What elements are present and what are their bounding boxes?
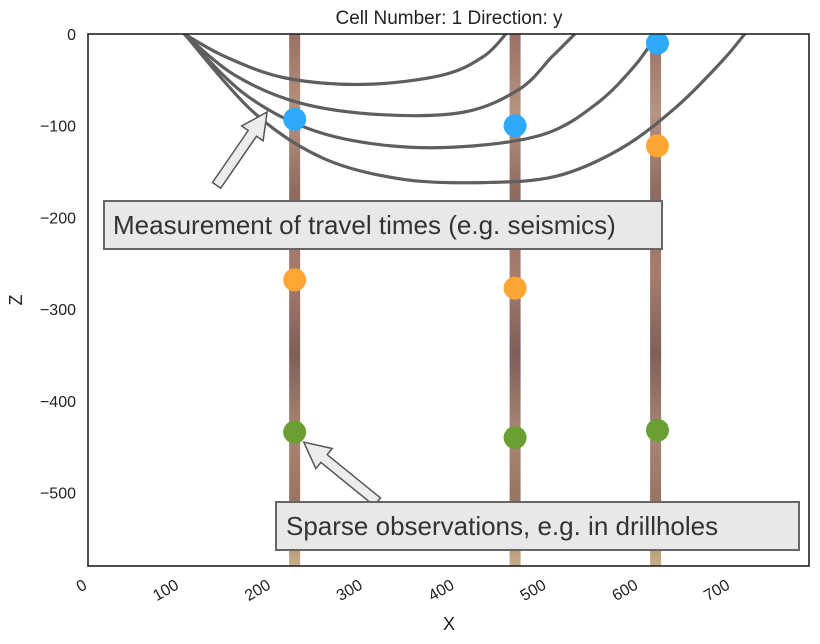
annotation-arrow-seismics [211,110,269,190]
annotation-arrow-drillholes [302,441,382,507]
drillhole-layer [289,34,662,566]
travel-time-curve-3 [182,34,660,150]
x-axis-label: X [443,614,455,634]
observation-point [503,276,527,300]
observation-point [283,268,307,292]
x-tick-label: 300 [334,577,366,605]
observation-points [283,34,669,450]
annotation-box-seismics [103,200,663,250]
observation-point [503,114,527,138]
y-tick-label: −100 [40,119,76,136]
travel-time-curves [182,34,747,185]
travel-time-curve-4 [182,34,747,185]
observation-point [645,34,669,55]
y-tick-label: −200 [40,210,76,227]
annotation-box-drillholes [275,501,800,551]
observation-point [283,107,307,131]
x-tick-label: 700 [701,577,733,605]
observation-point [283,420,307,444]
annotation-text-drillholes: Sparse observations, e.g. in drillholes [286,511,718,541]
x-tick-label: 400 [426,577,458,605]
annotations: Measurement of travel times (e.g. seismi… [103,110,800,551]
y-tick-label: −300 [40,302,76,319]
observation-point [645,418,669,442]
travel-time-curve-2 [182,34,577,118]
plot-frame [87,33,810,567]
x-tick-label: 100 [150,577,182,605]
plot-area [182,34,747,566]
x-tick-label: 500 [518,577,550,605]
y-tick-label: −400 [40,394,76,411]
observation-point [503,426,527,450]
y-tick-label: 0 [67,27,76,44]
x-tick-label: 600 [609,577,641,605]
x-tick-label: 200 [242,577,274,605]
x-tick-label: 0 [74,577,90,596]
drillhole-1 [289,34,301,566]
observation-point [645,134,669,158]
annotation-text-seismics: Measurement of travel times (e.g. seismi… [113,210,616,240]
drillhole-3 [650,34,662,566]
drillhole-2 [509,34,521,566]
travel-time-curve-1 [182,34,508,87]
y-axis-label: Z [6,295,26,306]
chart-title: Cell Number: 1 Direction: y [335,8,563,29]
y-tick-label: −500 [40,486,76,503]
